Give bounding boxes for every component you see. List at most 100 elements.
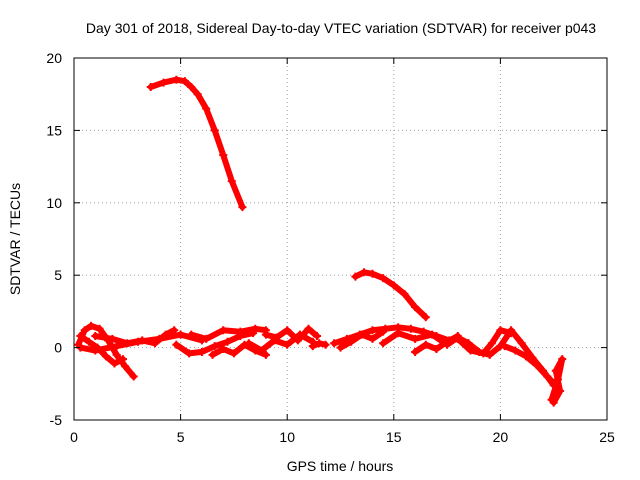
data-point xyxy=(187,330,196,339)
data-point xyxy=(315,339,324,348)
series-arc-4 xyxy=(91,326,179,348)
x-tick-label: 10 xyxy=(279,429,295,445)
data-point xyxy=(428,330,437,339)
y-tick-label: 0 xyxy=(54,340,62,356)
data-point xyxy=(351,272,360,281)
x-tick-label: 5 xyxy=(177,429,185,445)
data-point xyxy=(532,360,541,369)
data-point xyxy=(313,332,322,341)
data-point xyxy=(283,326,292,335)
data-point xyxy=(379,274,388,283)
data-point xyxy=(379,327,388,336)
data-point xyxy=(185,349,194,358)
grid xyxy=(74,58,607,420)
data-point xyxy=(485,350,494,359)
data-point xyxy=(119,355,128,364)
series-arc-17 xyxy=(500,342,560,390)
data-point xyxy=(108,334,117,343)
data-point xyxy=(251,324,260,333)
data-point xyxy=(95,324,104,333)
data-point xyxy=(202,334,211,343)
data-point xyxy=(549,398,558,407)
data-point xyxy=(244,339,253,348)
data-point xyxy=(475,347,484,356)
data-point xyxy=(80,326,89,335)
data-point xyxy=(556,387,565,396)
data-point xyxy=(219,326,228,335)
data-point xyxy=(321,340,330,349)
data-point xyxy=(101,352,110,361)
data-point xyxy=(227,177,236,186)
data-point xyxy=(558,355,567,364)
data-point xyxy=(330,339,339,348)
data-series xyxy=(74,75,567,407)
plot-frame xyxy=(73,57,608,421)
data-point xyxy=(496,326,505,335)
data-point xyxy=(553,375,562,384)
data-point xyxy=(368,326,377,335)
series-arc-10 xyxy=(308,339,330,351)
data-point xyxy=(394,329,403,338)
data-point xyxy=(151,339,160,348)
data-point xyxy=(210,126,219,135)
data-point xyxy=(304,324,313,333)
data-point xyxy=(91,332,100,341)
series-arc-12 xyxy=(336,327,388,352)
data-point xyxy=(187,82,196,91)
data-point xyxy=(257,346,266,355)
data-point xyxy=(406,324,415,333)
y-tick-label: 20 xyxy=(46,50,62,66)
y-axis-label: SDTVAR / TECUs xyxy=(7,183,23,295)
data-point xyxy=(308,342,317,351)
data-point xyxy=(400,290,409,299)
data-point xyxy=(336,343,345,352)
data-point xyxy=(176,330,185,339)
data-point xyxy=(421,313,430,322)
data-point xyxy=(146,82,155,91)
series-arc-6 xyxy=(187,324,270,343)
series-line xyxy=(548,356,566,406)
data-point xyxy=(159,78,168,87)
data-point xyxy=(219,345,228,354)
y-tick-label: 5 xyxy=(54,267,62,283)
x-tick-label: 25 xyxy=(599,429,615,445)
data-point xyxy=(236,327,245,336)
series-arc-5 xyxy=(172,329,258,358)
data-point xyxy=(208,350,217,359)
data-point xyxy=(347,337,356,346)
data-point xyxy=(411,347,420,356)
data-point xyxy=(238,203,247,212)
data-point xyxy=(193,90,202,99)
data-point xyxy=(359,268,368,277)
y-tick-label: -5 xyxy=(50,412,63,428)
chart-title: Day 301 of 2018, Sidereal Day-to-day VTE… xyxy=(86,20,596,36)
data-point xyxy=(357,330,366,339)
series-arc-9 xyxy=(261,324,322,345)
y-tick-label: 15 xyxy=(46,122,62,138)
data-point xyxy=(283,340,292,349)
x-tick-label: 20 xyxy=(493,429,509,445)
x-tick-label: 0 xyxy=(70,429,78,445)
data-point xyxy=(507,326,516,335)
data-point xyxy=(202,104,211,113)
y-tick-label: 10 xyxy=(46,195,62,211)
data-point xyxy=(161,330,170,339)
data-point xyxy=(487,339,496,348)
data-point xyxy=(110,359,119,368)
data-point xyxy=(261,350,270,359)
data-point xyxy=(112,350,121,359)
data-point xyxy=(464,339,473,348)
data-point xyxy=(517,339,526,348)
data-point xyxy=(261,330,270,339)
data-point xyxy=(219,151,228,160)
data-point xyxy=(229,349,238,358)
data-point xyxy=(511,346,520,355)
data-point xyxy=(172,75,181,84)
data-point xyxy=(379,339,388,348)
data-point xyxy=(368,334,377,343)
x-tick-label: 15 xyxy=(386,429,402,445)
data-point xyxy=(521,352,530,361)
data-point xyxy=(411,334,420,343)
series-line xyxy=(147,76,246,211)
data-point xyxy=(421,340,430,349)
